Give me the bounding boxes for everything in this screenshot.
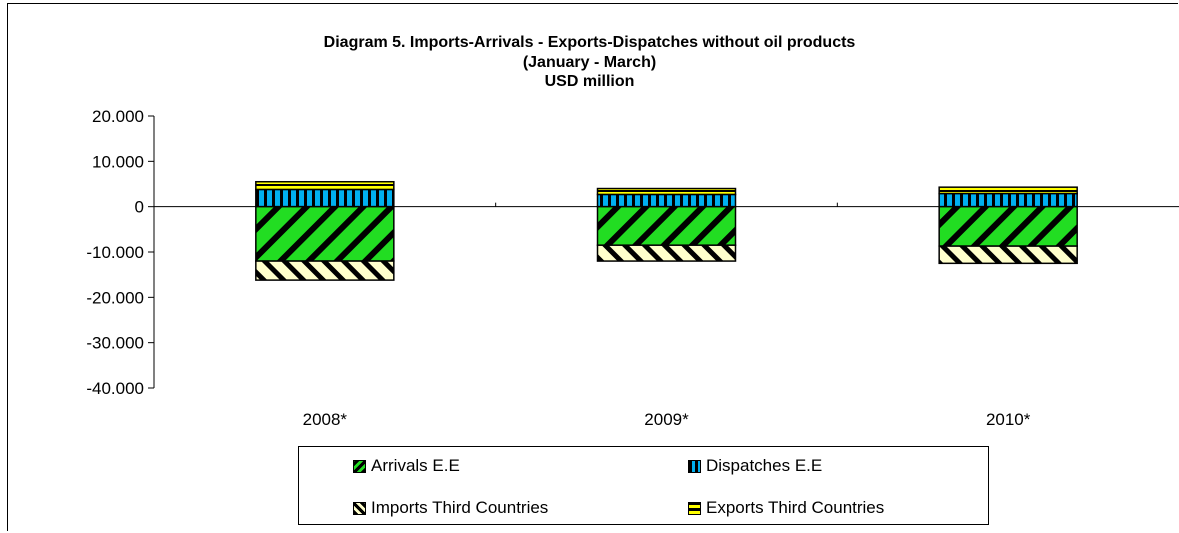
legend-label-dispatches: Dispatches E.E xyxy=(706,456,823,475)
bar-vertical-0 xyxy=(255,188,395,208)
legend-swatch-imports xyxy=(353,501,366,515)
chart-bars xyxy=(255,180,1078,281)
legend-item-dispatches: Dispatches E.E xyxy=(688,456,822,476)
bar-diagonal-1 xyxy=(596,205,737,246)
y-tick-label: -10.000 xyxy=(86,243,144,262)
bar-vertical-1 xyxy=(596,193,737,208)
legend-item-exports: Exports Third Countries xyxy=(688,498,884,518)
legend-swatch-dispatches xyxy=(688,459,701,473)
chart-frame xyxy=(7,3,1178,531)
x-category-label: 2010* xyxy=(986,410,1031,429)
y-tick-label: -30.000 xyxy=(86,334,144,353)
y-tick-label: -20.000 xyxy=(86,288,144,307)
legend-swatch-exports xyxy=(688,501,701,515)
y-tick-label: -40.000 xyxy=(86,379,144,398)
y-tick-label: 10.000 xyxy=(92,152,144,171)
x-category-label: 2009* xyxy=(644,410,689,429)
y-tick-label: 0 xyxy=(135,198,144,217)
bar-horizontal-0 xyxy=(255,180,395,191)
y-tick-label: 20.000 xyxy=(92,107,144,126)
chart-labels: 20.000 10.000 0 -10.000 -20.000 -30.000 -40.00… xyxy=(86,107,1030,429)
chart-title-line-2: (January - March) xyxy=(522,54,657,71)
legend-label-arrivals: Arrivals E.E xyxy=(371,456,460,475)
chart-title-line-3: USD million xyxy=(544,73,635,90)
bar-backdiagonal-2 xyxy=(938,245,1078,265)
bar-horizontal-2 xyxy=(938,186,1078,195)
x-category-label: 2008* xyxy=(303,410,348,429)
legend-label-imports: Imports Third Countries xyxy=(371,498,549,517)
chart-title-line-1: Diagram 5. Imports-Arrivals - Exports-Di… xyxy=(323,34,856,51)
bar-backdiagonal-1 xyxy=(596,244,737,262)
bar-horizontal-1 xyxy=(596,187,737,196)
legend-swatch-arrivals xyxy=(353,459,366,473)
bar-diagonal-0 xyxy=(255,205,395,262)
legend-label-exports: Exports Third Countries xyxy=(706,498,885,517)
bar-vertical-2 xyxy=(938,192,1078,208)
chart-legend: Arrivals E.E Dispatches E.E Imports Thir… xyxy=(298,446,989,525)
bar-backdiagonal-0 xyxy=(255,260,395,281)
bar-diagonal-2 xyxy=(938,205,1078,247)
legend-item-arrivals: Arrivals E.E xyxy=(353,456,460,476)
legend-item-imports: Imports Third Countries xyxy=(353,498,548,518)
